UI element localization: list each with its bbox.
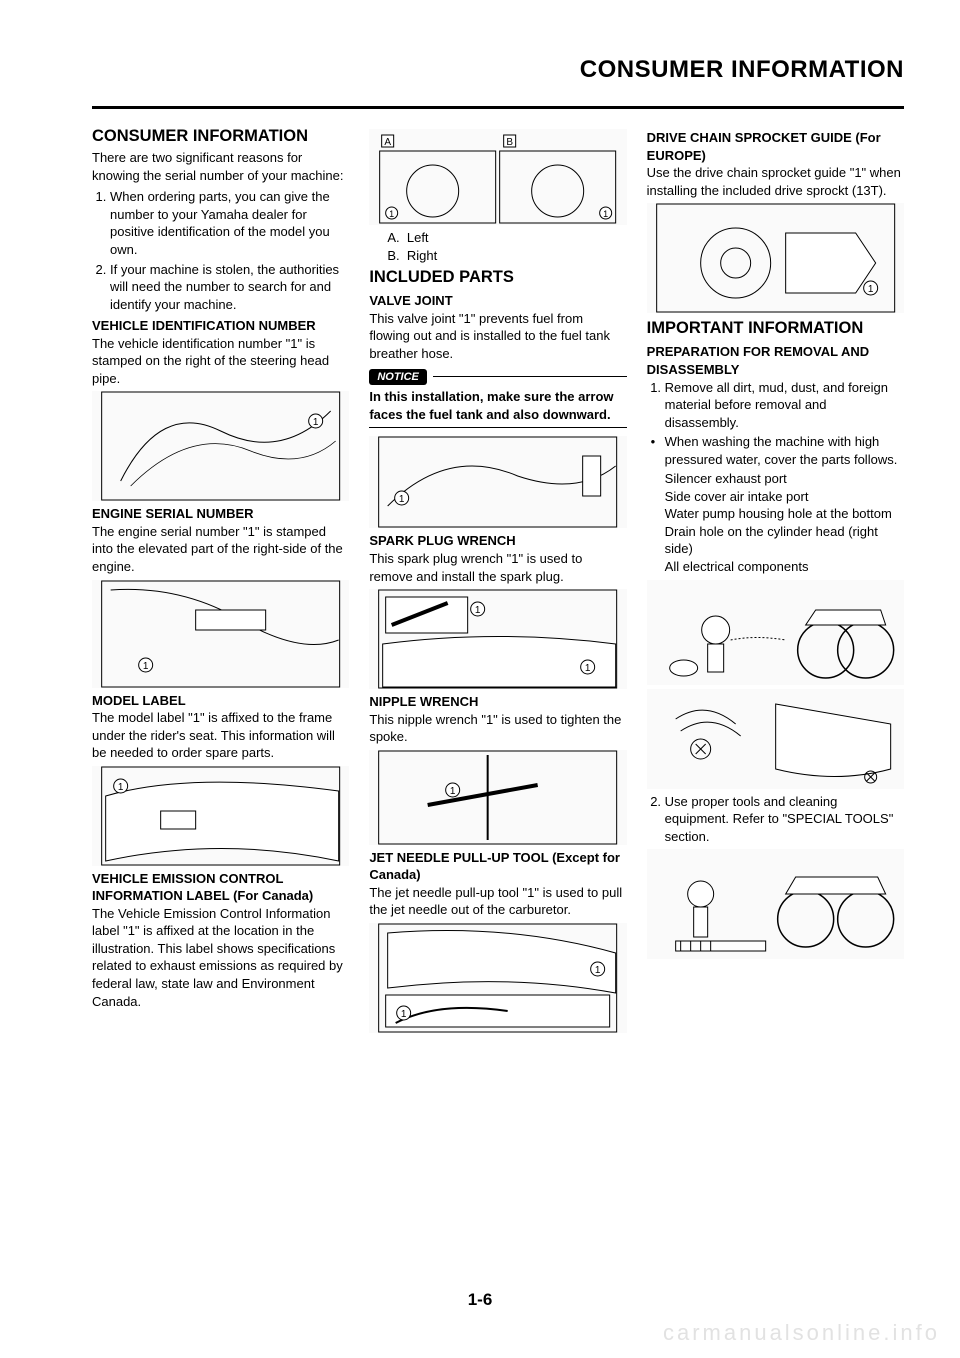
svg-text:1: 1: [143, 661, 149, 672]
running-head: CONSUMER INFORMATION: [92, 56, 904, 84]
figure-spark-wrench: 11: [369, 589, 626, 689]
prep-sub-item: Silencer exhaust port: [665, 470, 904, 488]
figure-valve-joint: 1: [369, 436, 626, 528]
figure-washing: [647, 580, 904, 685]
prep-sub-item: Drain hole on the cylinder head (right s…: [665, 523, 904, 558]
heading-important-info: IMPORTANT INFORMATION: [647, 317, 904, 339]
engine-serial-text: The engine serial number "1" is stamped …: [92, 523, 349, 576]
reason-item: When ordering parts, you can give the nu…: [110, 188, 349, 258]
emission-label-text: The Vehicle Emission Control Information…: [92, 905, 349, 1010]
svg-text:B: B: [507, 137, 514, 148]
rule-top: [92, 106, 904, 109]
spark-wrench-text: This spark plug wrench "1" is used to re…: [369, 550, 626, 585]
page: CONSUMER INFORMATION CONSUMER INFORMATIO…: [0, 0, 960, 1358]
figure-nipple-wrench: 1: [369, 750, 626, 845]
heading-model-label: MODEL LABEL: [92, 692, 349, 710]
reasons-list: When ordering parts, you can give the nu…: [92, 188, 349, 313]
column-center: A B 1 1 A. Left B. Right INCLUDED PARTS …: [369, 125, 626, 1037]
svg-text:1: 1: [389, 209, 394, 219]
nipple-wrench-text: This nipple wrench "1" is used to tighte…: [369, 711, 626, 746]
prep-item-2: Use proper tools and cleaning equipment.…: [665, 793, 904, 846]
heading-vin: VEHICLE IDENTIFICATION NUMBER: [92, 317, 349, 335]
figure-legend: A. Left B. Right: [369, 229, 626, 264]
drive-chain-text: Use the drive chain sprocket guide "1" w…: [647, 164, 904, 199]
svg-text:1: 1: [450, 786, 456, 797]
figure-jet-needle: 11: [369, 923, 626, 1033]
figure-model-label: 1: [92, 766, 349, 866]
heading-included-parts: INCLUDED PARTS: [369, 266, 626, 288]
svg-text:1: 1: [401, 1009, 407, 1020]
column-right: DRIVE CHAIN SPROCKET GUIDE (For EUROPE) …: [647, 125, 904, 1037]
reason-item: If your machine is stolen, the authoriti…: [110, 261, 349, 314]
svg-text:1: 1: [585, 663, 591, 674]
legend-a: A. Left: [387, 229, 626, 247]
prep-bullet: When washing the machine with high press…: [665, 433, 904, 468]
heading-drive-chain: DRIVE CHAIN SPROCKET GUIDE (For EUROPE): [647, 129, 904, 164]
page-number: 1-6: [0, 1290, 960, 1310]
svg-text:1: 1: [868, 284, 874, 295]
heading-nipple-wrench: NIPPLE WRENCH: [369, 693, 626, 711]
heading-valve-joint: VALVE JOINT: [369, 292, 626, 310]
prep-bullet-list: When washing the machine with high press…: [647, 433, 904, 468]
svg-text:1: 1: [118, 782, 124, 793]
watermark: carmanualsonline.info: [663, 1320, 940, 1346]
figure-drive-chain: 1: [647, 203, 904, 313]
prep-sub-item: Water pump housing hole at the bottom: [665, 505, 904, 523]
prep-list-2: Use proper tools and cleaning equipment.…: [647, 793, 904, 846]
prep-list: Remove all dirt, mud, dust, and foreign …: [647, 379, 904, 432]
heading-jet-needle: JET NEEDLE PULL-UP TOOL (Except for Cana…: [369, 849, 626, 884]
figure-tools: [647, 849, 904, 959]
prep-sub-item: Side cover air intake port: [665, 488, 904, 506]
figure-engine-serial: 1: [92, 580, 349, 688]
svg-text:1: 1: [399, 494, 405, 505]
model-label-text: The model label "1" is affixed to the fr…: [92, 709, 349, 762]
valve-joint-text: This valve joint "1" prevents fuel from …: [369, 310, 626, 363]
heading-spark-wrench: SPARK PLUG WRENCH: [369, 532, 626, 550]
notice-badge: NOTICE: [369, 369, 427, 386]
jet-needle-text: The jet needle pull-up tool "1" is used …: [369, 884, 626, 919]
columns: CONSUMER INFORMATION There are two signi…: [92, 125, 904, 1037]
legend-b: B. Right: [387, 247, 626, 265]
svg-text:1: 1: [313, 417, 319, 428]
intro-text: There are two significant reasons for kn…: [92, 149, 349, 184]
notice-end-rule: [369, 427, 626, 428]
svg-text:1: 1: [603, 209, 608, 219]
figure-vin: 1: [92, 391, 349, 501]
svg-text:A: A: [385, 137, 392, 148]
figure-cover-parts: [647, 689, 904, 789]
svg-text:1: 1: [475, 605, 481, 616]
notice-text: In this installation, make sure the arro…: [369, 388, 626, 423]
heading-consumer-info: CONSUMER INFORMATION: [92, 125, 349, 147]
notice-rule: [433, 376, 627, 377]
prep-sublist: Silencer exhaust port Side cover air int…: [647, 470, 904, 575]
vin-text: The vehicle identification number "1" is…: [92, 335, 349, 388]
column-left: CONSUMER INFORMATION There are two signi…: [92, 125, 349, 1037]
prep-item-1: Remove all dirt, mud, dust, and foreign …: [665, 379, 904, 432]
figure-emission-location: A B 1 1: [369, 129, 626, 225]
heading-engine-serial: ENGINE SERIAL NUMBER: [92, 505, 349, 523]
notice-bar: NOTICE: [369, 369, 626, 386]
prep-sub-item: All electrical components: [665, 558, 904, 576]
heading-preparation: PREPARATION FOR REMOVAL AND DISASSEMBLY: [647, 343, 904, 378]
heading-emission-label: VEHICLE EMISSION CONTROL INFORMATION LAB…: [92, 870, 349, 905]
svg-text:1: 1: [595, 965, 601, 976]
